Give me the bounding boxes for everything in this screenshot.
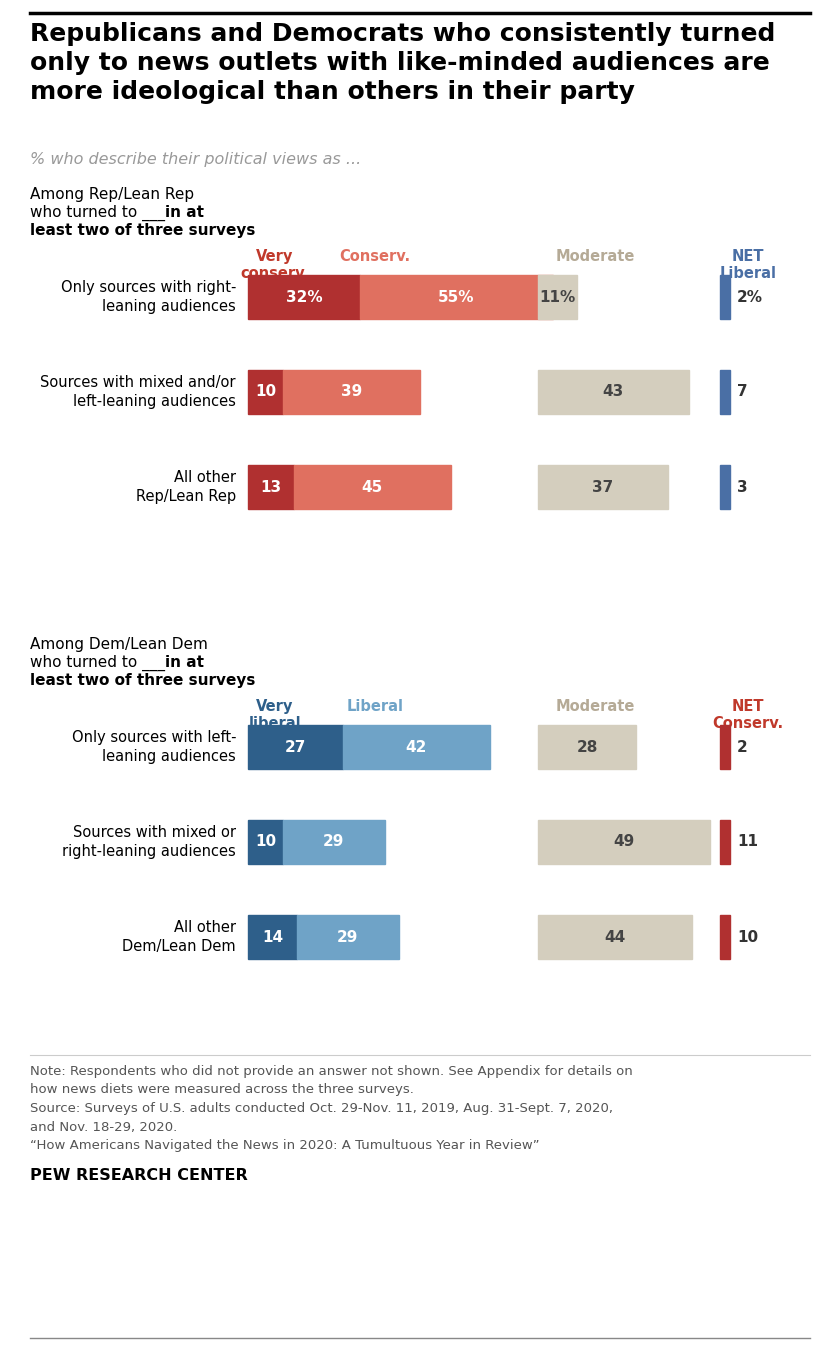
Text: 10: 10	[255, 384, 276, 399]
Text: 45: 45	[362, 480, 383, 495]
Text: Among Rep/Lean Rep: Among Rep/Lean Rep	[30, 187, 194, 202]
Bar	[248, 725, 343, 768]
Bar	[720, 820, 730, 864]
Text: 7: 7	[737, 384, 748, 399]
Text: 2: 2	[737, 740, 748, 755]
Text: 55%: 55%	[438, 290, 475, 305]
Text: All other
Dem/Lean Dem: All other Dem/Lean Dem	[123, 921, 236, 954]
Bar	[538, 275, 576, 319]
Text: Republicans and Democrats who consistently turned
only to news outlets with like: Republicans and Democrats who consistent…	[30, 22, 775, 104]
Text: who turned to ___: who turned to ___	[30, 655, 175, 671]
Text: Moderate: Moderate	[555, 249, 635, 264]
Text: 49: 49	[613, 834, 634, 849]
Bar	[248, 465, 293, 510]
Text: Very
conserv.: Very conserv.	[240, 249, 309, 282]
Text: least two of three surveys: least two of three surveys	[30, 673, 255, 687]
Text: 10: 10	[255, 834, 276, 849]
Text: 11%: 11%	[539, 290, 575, 305]
Bar	[283, 820, 385, 864]
Text: who turned to ___: who turned to ___	[30, 205, 175, 221]
Text: Very
liberal: Very liberal	[249, 700, 302, 732]
Bar	[293, 465, 451, 510]
Bar	[720, 725, 730, 768]
Text: in at: in at	[165, 205, 204, 220]
Bar	[248, 369, 283, 414]
Bar	[343, 725, 490, 768]
Bar	[538, 725, 636, 768]
Text: Liberal: Liberal	[347, 700, 403, 714]
Text: 43: 43	[602, 384, 624, 399]
Text: in at: in at	[165, 655, 204, 670]
Bar	[720, 915, 730, 958]
Text: 13: 13	[260, 480, 281, 495]
Text: 44: 44	[604, 930, 626, 945]
Bar	[297, 915, 398, 958]
Text: NET
Conserv.: NET Conserv.	[712, 700, 784, 732]
Text: All other
Rep/Lean Rep: All other Rep/Lean Rep	[136, 470, 236, 504]
Bar	[720, 369, 730, 414]
Bar	[248, 915, 297, 958]
Text: 11: 11	[737, 834, 758, 849]
Text: Sources with mixed or
right-leaning audiences: Sources with mixed or right-leaning audi…	[62, 825, 236, 859]
Bar	[283, 369, 419, 414]
Text: 39: 39	[341, 384, 362, 399]
Text: Note: Respondents who did not provide an answer not shown. See Appendix for deta: Note: Respondents who did not provide an…	[30, 1065, 633, 1153]
Text: 37: 37	[592, 480, 613, 495]
Text: 2%: 2%	[737, 290, 763, 305]
Text: 42: 42	[406, 740, 427, 755]
Text: 27: 27	[285, 740, 306, 755]
Text: 29: 29	[337, 930, 359, 945]
Text: 3: 3	[737, 480, 748, 495]
Bar	[538, 465, 668, 510]
Bar	[538, 369, 689, 414]
Text: 32%: 32%	[286, 290, 323, 305]
Text: Moderate: Moderate	[555, 700, 635, 714]
Bar	[360, 275, 553, 319]
Text: 10: 10	[737, 930, 759, 945]
Text: Conserv.: Conserv.	[339, 249, 411, 264]
Text: Only sources with left-
leaning audiences: Only sources with left- leaning audience…	[71, 731, 236, 764]
Text: Sources with mixed and/or
left-leaning audiences: Sources with mixed and/or left-leaning a…	[40, 375, 236, 408]
Text: PEW RESEARCH CENTER: PEW RESEARCH CENTER	[30, 1167, 248, 1184]
Text: 14: 14	[262, 930, 283, 945]
Bar	[720, 465, 730, 510]
Bar	[538, 820, 710, 864]
Bar	[248, 820, 283, 864]
Text: least two of three surveys: least two of three surveys	[30, 222, 255, 239]
Text: Only sources with right-
leaning audiences: Only sources with right- leaning audienc…	[60, 280, 236, 314]
Bar	[720, 275, 730, 319]
Text: 29: 29	[323, 834, 344, 849]
Bar	[538, 915, 692, 958]
Text: Among Dem/Lean Dem: Among Dem/Lean Dem	[30, 638, 207, 652]
Bar	[248, 275, 360, 319]
Text: NET
Liberal: NET Liberal	[720, 249, 776, 282]
Text: % who describe their political views as ...: % who describe their political views as …	[30, 152, 361, 167]
Text: 28: 28	[576, 740, 598, 755]
